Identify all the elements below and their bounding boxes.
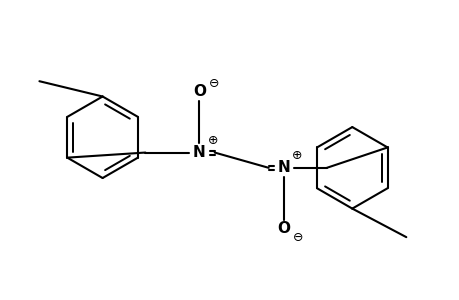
Text: ⊖: ⊖: [292, 231, 303, 244]
Text: N: N: [193, 145, 205, 160]
Text: ⊖: ⊖: [208, 77, 218, 90]
Text: ⊕: ⊕: [207, 134, 218, 147]
Text: N: N: [277, 160, 290, 175]
Text: ⊕: ⊕: [291, 149, 302, 162]
Text: O: O: [277, 221, 290, 236]
Text: O: O: [192, 84, 206, 99]
